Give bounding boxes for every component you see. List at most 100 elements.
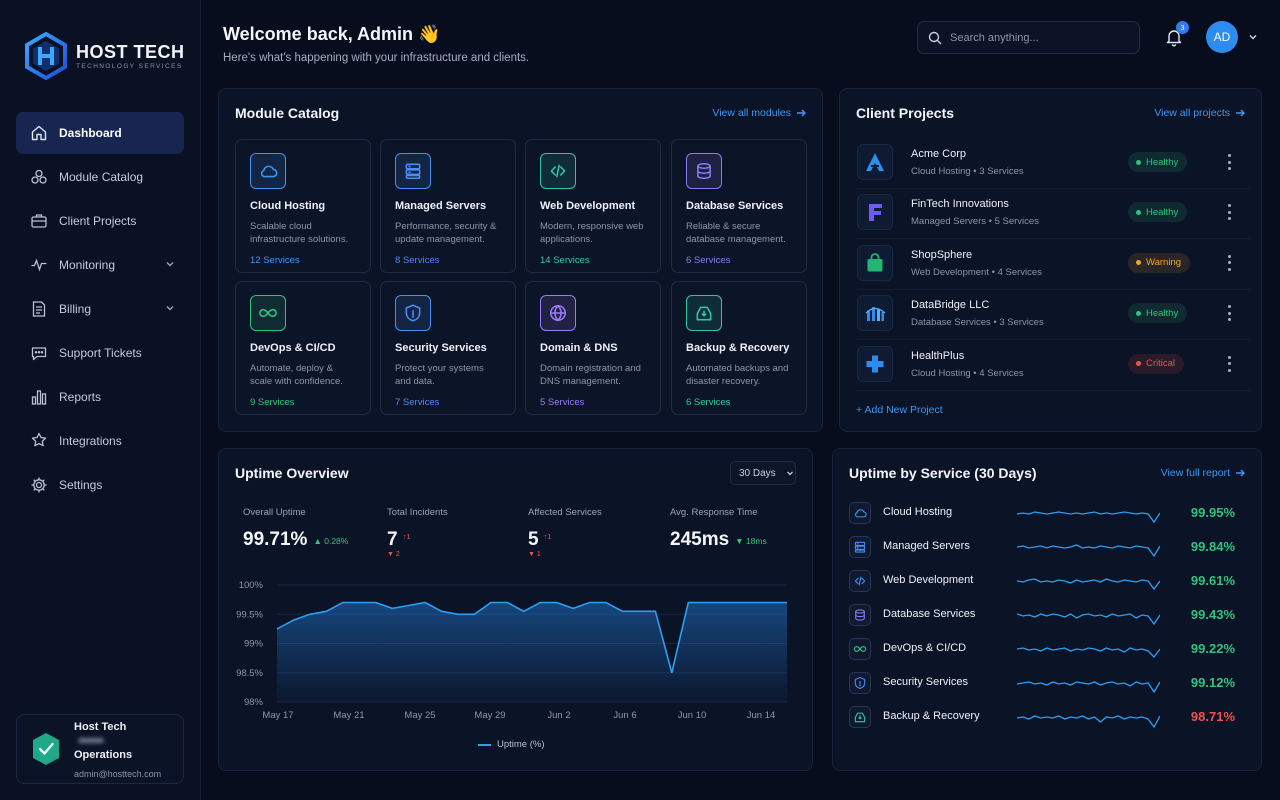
module-card[interactable]: Managed Servers Performance, security & … — [380, 139, 516, 273]
y-tick-label: 100% — [239, 580, 264, 591]
service-row[interactable]: Cloud Hosting 99.95% — [849, 496, 1235, 530]
more-options-icon[interactable] — [1226, 154, 1232, 170]
module-card[interactable]: DevOps & CI/CD Automate, deploy & scale … — [235, 281, 371, 415]
sidebar-item-module-catalog[interactable]: Module Catalog — [16, 156, 184, 198]
backup-icon — [854, 712, 866, 723]
module-desc: Performance, security & update managemen… — [395, 221, 497, 245]
module-desc: Scalable cloud infrastructure solutions. — [250, 221, 349, 245]
bell-icon[interactable] — [1164, 27, 1184, 47]
view-all-projects-link[interactable]: View all projects — [1154, 107, 1245, 119]
x-tick-label: Jun 2 — [547, 710, 570, 721]
profile-card[interactable]: Host Tech Operations admin@hosttech.com — [16, 714, 184, 784]
shield-check-icon — [33, 733, 59, 765]
module-title: Security Services — [395, 342, 487, 354]
arrow-right-icon — [1236, 469, 1245, 477]
module-card[interactable]: Database Services Reliable & secure data… — [671, 139, 807, 273]
search-box[interactable] — [917, 21, 1140, 54]
legend-swatch — [478, 743, 491, 746]
project-row[interactable]: FinTech Innovations Managed Servers • 5 … — [856, 189, 1250, 240]
page-subtitle: Here's what's happening with your infras… — [223, 52, 530, 64]
module-count[interactable]: 6 Services — [686, 255, 731, 266]
project-row[interactable]: ShopSphere Web Development • 4 Services … — [856, 240, 1250, 290]
status-label: Healthy — [1146, 206, 1179, 218]
module-card[interactable]: Domain & DNS Domain registration and DNS… — [525, 281, 661, 415]
more-options-icon[interactable] — [1226, 254, 1232, 271]
module-card[interactable]: Web Development Modern, responsive web a… — [525, 139, 661, 273]
service-row[interactable]: Backup & Recovery 98.71% — [849, 700, 1235, 734]
module-title: Managed Servers — [395, 200, 487, 212]
module-count[interactable]: 9 Services — [250, 397, 295, 408]
project-row[interactable]: DataBridge LLC Database Services • 3 Ser… — [856, 290, 1250, 341]
module-count[interactable]: 7 Services — [395, 397, 440, 408]
sidebar-nav: Dashboard Module Catalog Client Projects… — [16, 112, 184, 508]
sidebar-item-support-tickets[interactable]: Support Tickets — [16, 332, 184, 374]
chevron-down-icon[interactable] — [164, 258, 176, 270]
chevron-down-icon[interactable] — [164, 302, 176, 314]
more-options-icon[interactable] — [1226, 305, 1232, 322]
service-row[interactable]: Database Services 99.43% — [849, 598, 1235, 632]
cubes-icon — [30, 168, 48, 186]
service-icon — [849, 672, 871, 694]
module-count[interactable]: 8 Services — [395, 255, 440, 266]
module-card[interactable]: Backup & Recovery Automated backups and … — [671, 281, 807, 415]
sidebar-item-integrations[interactable]: Integrations — [16, 420, 184, 462]
status-label: Warning — [1146, 257, 1182, 269]
service-row[interactable]: Managed Servers 99.84% — [849, 530, 1235, 564]
stat-delta-value: 0.28% — [324, 536, 349, 546]
more-options-icon[interactable] — [1226, 355, 1232, 372]
range-select[interactable]: 30 Days — [730, 461, 796, 485]
view-all-projects-label: View all projects — [1154, 107, 1230, 119]
stat-overall-uptime: Overall Uptime 99.71% ▲ 0.28% — [243, 507, 348, 551]
view-full-report-link[interactable]: View full report — [1161, 467, 1245, 479]
y-tick-label: 99% — [244, 639, 264, 650]
x-tick-label: May 21 — [333, 710, 364, 721]
service-row[interactable]: Web Development 99.61% — [849, 564, 1235, 598]
sidebar-item-billing[interactable]: Billing — [16, 288, 184, 330]
code-icon — [854, 576, 866, 586]
sparkline — [1017, 544, 1160, 558]
arrow-right-icon — [1236, 109, 1245, 117]
sidebar-item-label: Client Projects — [59, 214, 137, 228]
infinity-icon — [259, 308, 277, 318]
project-row[interactable]: HealthPlus Cloud Hosting • 4 Services Cr… — [856, 341, 1250, 391]
notification-badge: 3 — [1176, 21, 1189, 34]
x-tick-label: Jun 6 — [613, 710, 636, 721]
service-row[interactable]: DevOps & CI/CD 99.22% — [849, 632, 1235, 666]
module-count[interactable]: 6 Services — [686, 397, 731, 408]
sidebar-item-monitoring[interactable]: Monitoring — [16, 244, 184, 286]
sidebar-item-settings[interactable]: Settings — [16, 464, 184, 506]
sidebar-item-dashboard[interactable]: Dashboard — [16, 112, 184, 154]
more-options-icon[interactable] — [1226, 204, 1232, 221]
stat-sub-value: 2 — [395, 551, 400, 558]
service-name: Web Development — [883, 574, 974, 586]
service-uptime-value: 99.61% — [1190, 573, 1235, 588]
chevron-down-icon[interactable] — [1247, 31, 1259, 43]
module-count[interactable]: 12 Services — [250, 255, 300, 266]
sidebar-item-reports[interactable]: Reports — [16, 376, 184, 418]
module-card[interactable]: Security Services Protect your systems a… — [380, 281, 516, 415]
module-title: Web Development — [540, 200, 636, 212]
stat-delta-value: 1 — [406, 532, 411, 541]
project-row[interactable]: Acme Corp Cloud Hosting • 3 Services Hea… — [856, 139, 1250, 189]
avatar[interactable]: AD — [1206, 21, 1238, 53]
sidebar-item-client-projects[interactable]: Client Projects — [16, 200, 184, 242]
module-title: Domain & DNS — [540, 342, 618, 354]
brand-logo[interactable]: HOST TECH TECHNOLOGY SERVICES — [24, 32, 185, 80]
briefcase-icon — [30, 212, 48, 230]
view-all-modules-link[interactable]: View all modules — [712, 107, 806, 119]
module-desc: Automate, deploy & scale with confidence… — [250, 363, 343, 387]
module-catalog-panel: Module Catalog View all modules Cloud Ho… — [218, 88, 823, 432]
add-project-button[interactable]: + Add New Project — [856, 404, 943, 416]
hex-logo-icon — [25, 32, 67, 80]
service-uptime-value: 99.22% — [1190, 641, 1235, 656]
module-count[interactable]: 5 Services — [540, 397, 585, 408]
status-dot — [1136, 260, 1141, 266]
profile-email: admin@hosttech.com — [74, 768, 162, 779]
service-icon — [849, 604, 871, 626]
brand-tagline: TECHNOLOGY SERVICES — [76, 63, 183, 70]
module-card[interactable]: Cloud Hosting Scalable cloud infrastruct… — [235, 139, 371, 273]
service-row[interactable]: Security Services 99.12% — [849, 666, 1235, 700]
module-count[interactable]: 14 Services — [540, 255, 590, 266]
search-input[interactable] — [950, 31, 1130, 44]
sparkline — [1017, 578, 1160, 591]
